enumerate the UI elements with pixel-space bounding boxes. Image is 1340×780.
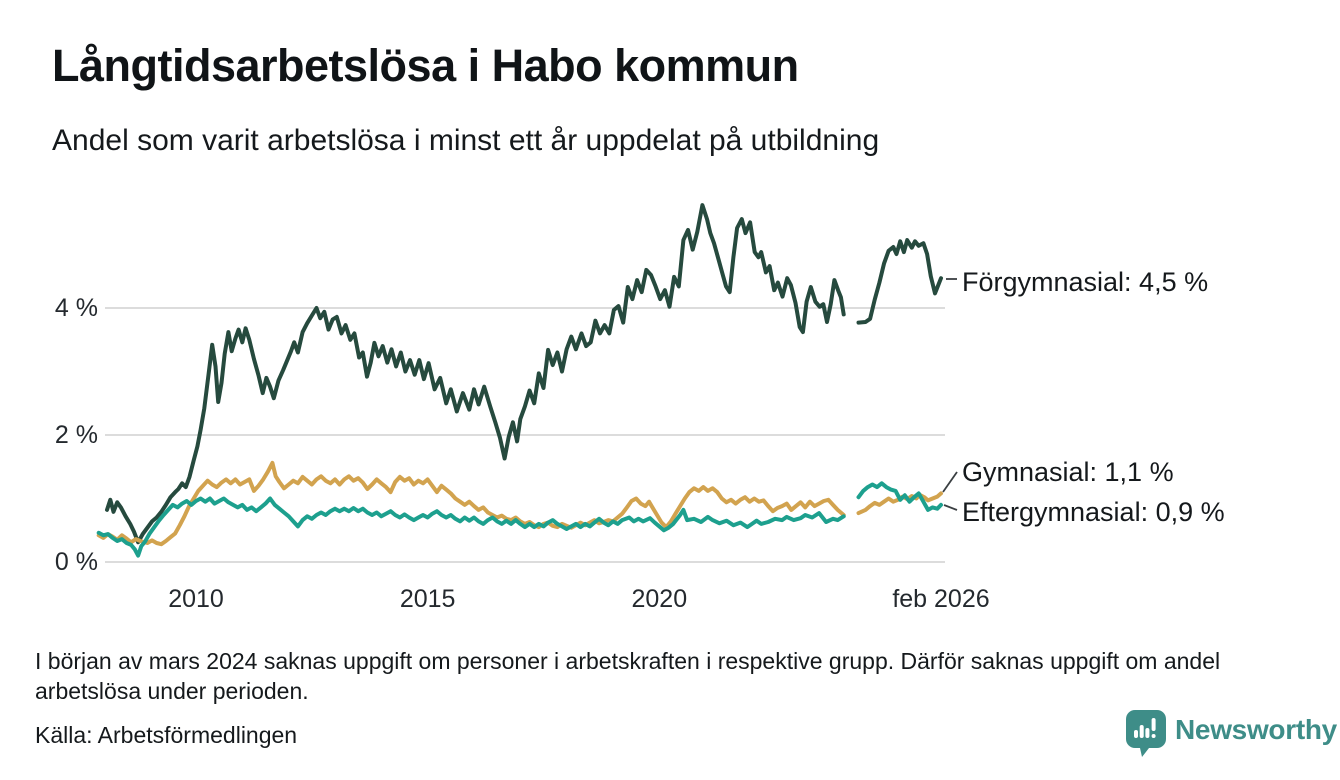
connector-eftergymnasial: [943, 504, 958, 511]
x-tick-1: 2015: [399, 585, 456, 613]
series-line-eftergymnasial-seg0: [96, 496, 846, 558]
bar-chart-glyph: [1134, 718, 1156, 738]
page-title: Långtidsarbetslösa i Habo kommun: [52, 40, 799, 91]
newsworthy-wordmark: Newsworthy: [1175, 714, 1337, 745]
footnote: I början av mars 2024 saknas uppgift om …: [35, 648, 1221, 704]
x-tick-3: feb 2026: [892, 585, 990, 613]
series-line-gymnasial-seg0: [96, 460, 846, 547]
series-line-förgymnasial-seg0: [105, 203, 846, 545]
y-tick-0: 0 %: [54, 548, 98, 576]
newsworthy-logo: Newsworthy: [1126, 710, 1337, 757]
x-tick-0: 2010: [168, 585, 224, 613]
chart-subtitle: Andel som varit arbetslösa i minst ett å…: [52, 124, 880, 157]
x-tick-2: 2020: [631, 585, 688, 613]
y-tick-1: 2 %: [54, 421, 98, 449]
source-note: Källa: Arbetsförmedlingen: [35, 722, 298, 748]
series-lines: [96, 203, 943, 558]
series-label-gymnasial: Gymnasial: 1,1 %: [962, 457, 1174, 487]
newsworthy-icon: [1126, 710, 1166, 757]
connector-gymnasial: [942, 471, 958, 493]
series-line-förgymnasial-seg1: [856, 238, 943, 325]
label-connectors: [942, 278, 958, 511]
series-label-eftergymnasial: Eftergymnasial: 0,9 %: [962, 497, 1225, 527]
y-tick-2: 4 %: [54, 294, 98, 322]
series-line-eftergymnasial-seg1: [856, 481, 943, 512]
series-label-forgymnasial: Förgymnasial: 4,5 %: [962, 267, 1209, 297]
